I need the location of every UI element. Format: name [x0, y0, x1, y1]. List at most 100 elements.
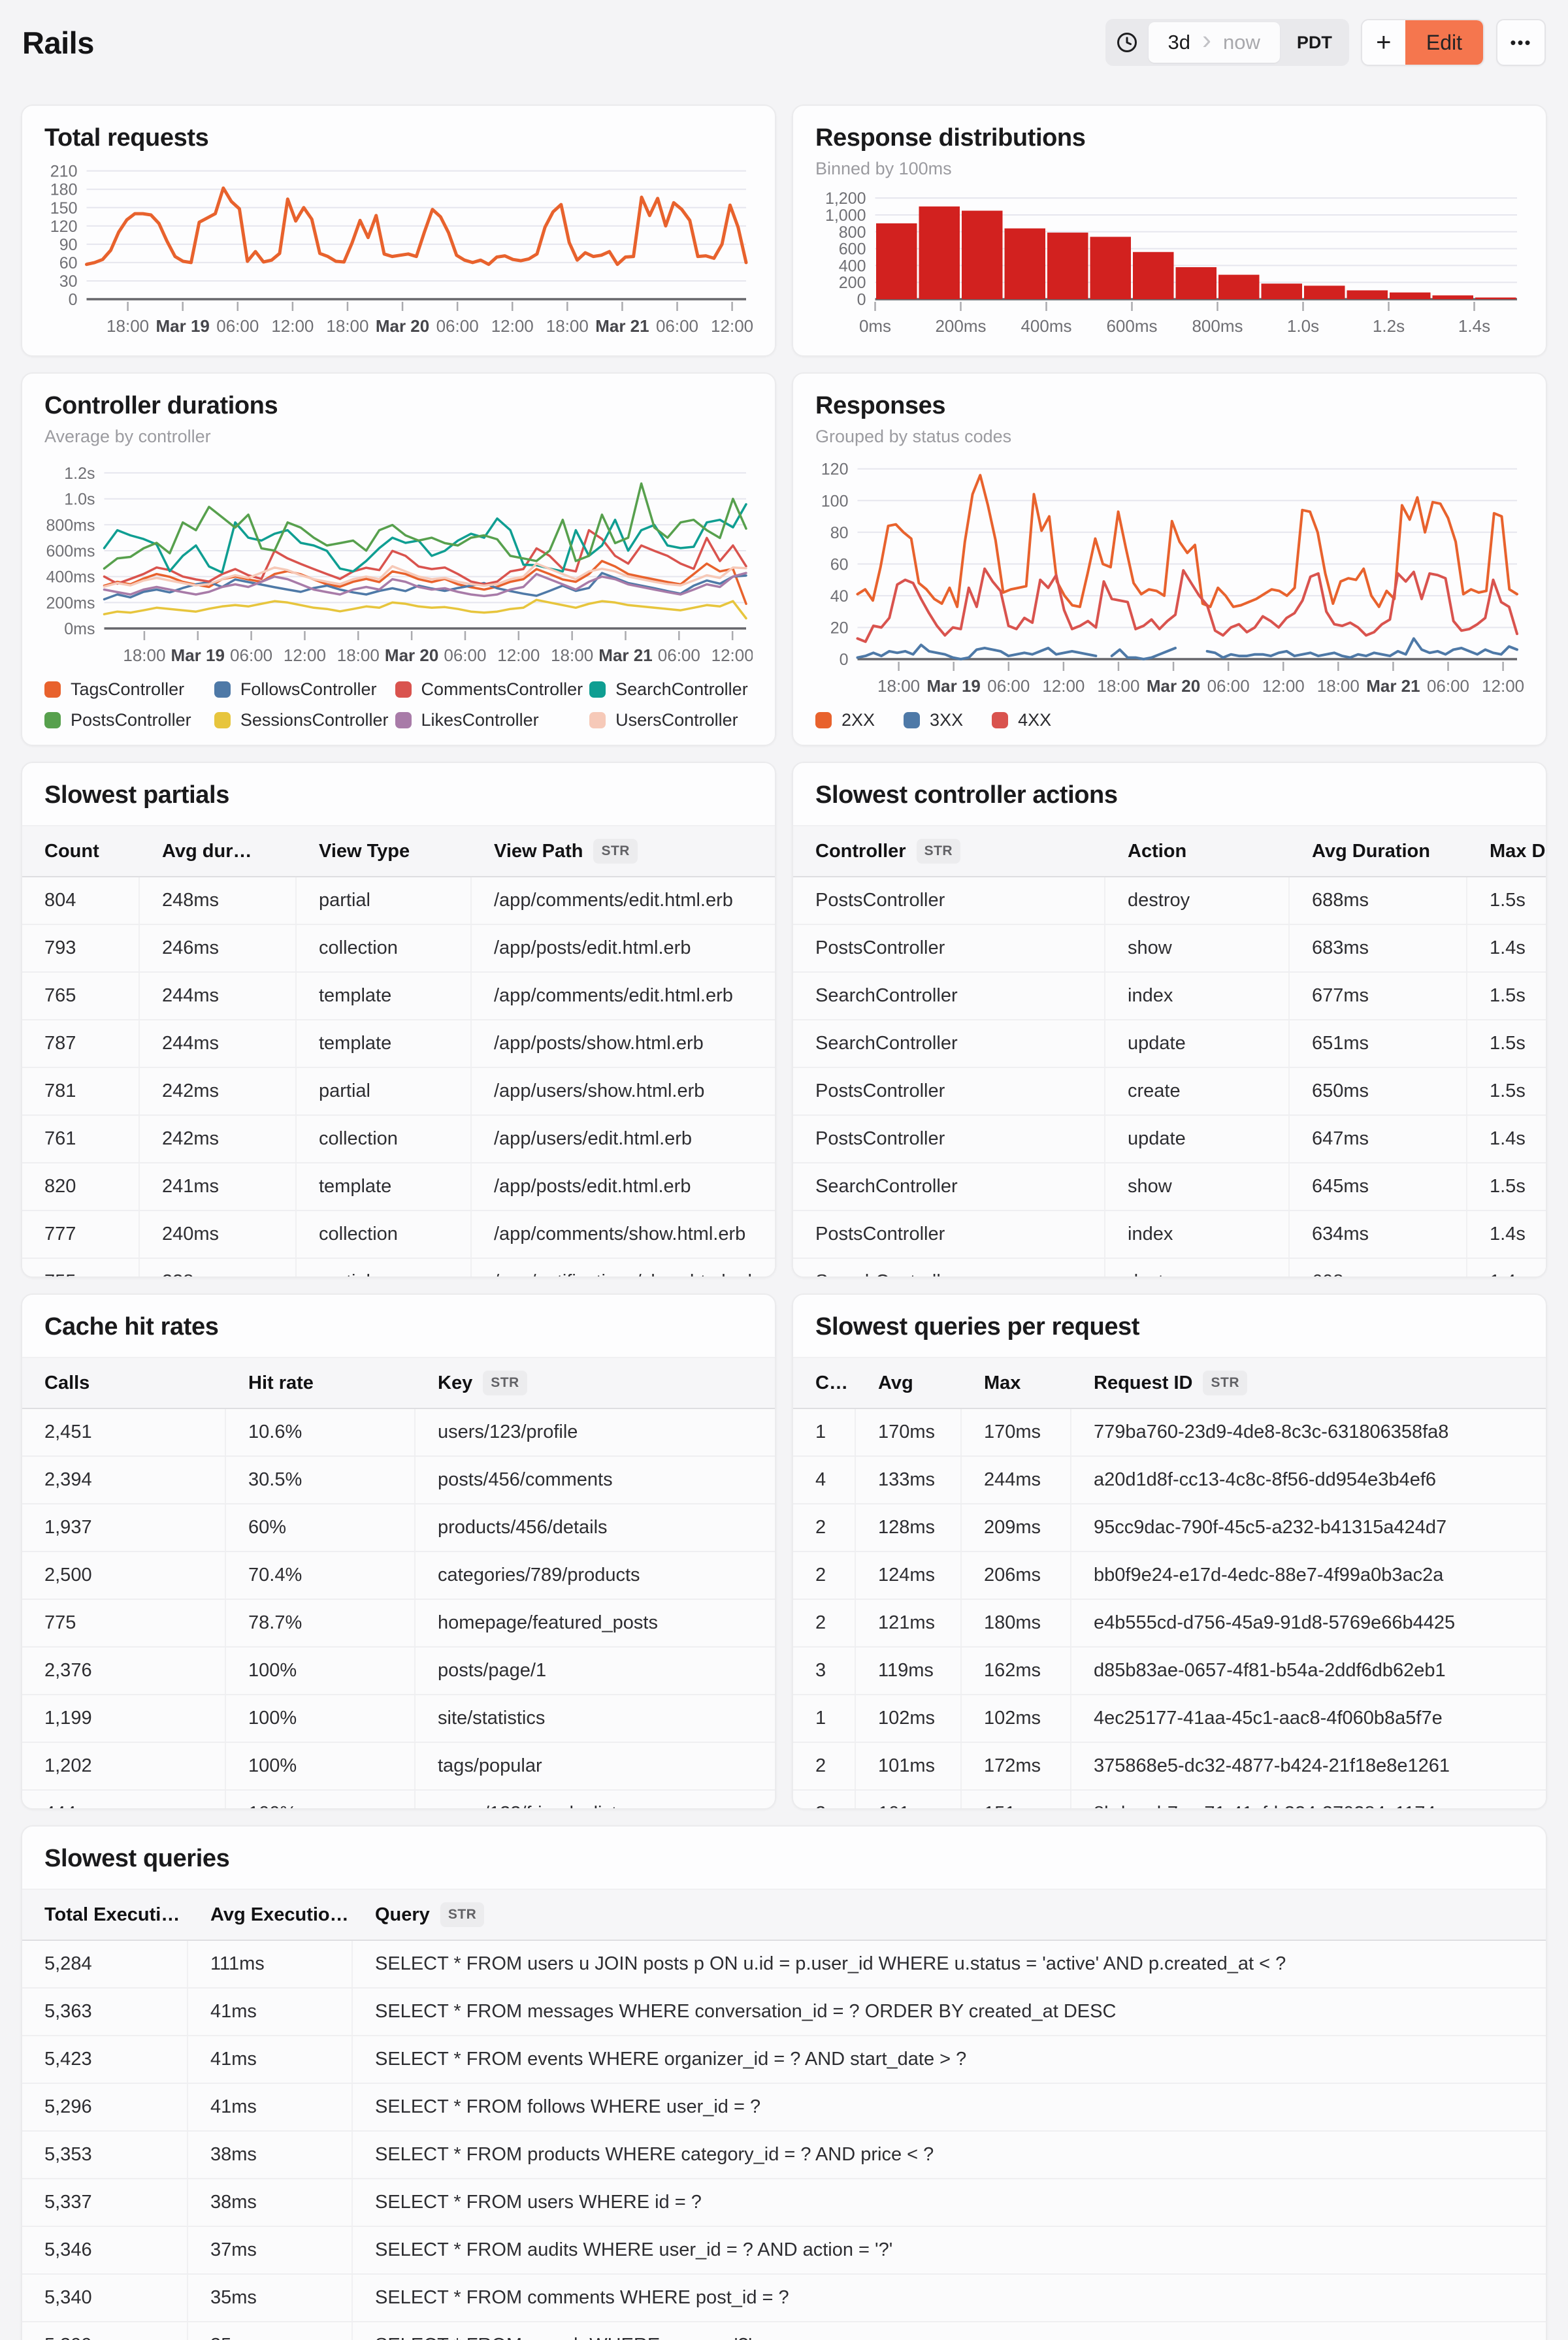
table-header-row: Calls Hit rate Key STR	[22, 1357, 775, 1409]
table-cell: 765	[22, 973, 140, 1019]
column-header: Key STR	[416, 1371, 775, 1395]
legend-swatch	[44, 681, 61, 698]
table-cell: 100%	[226, 1648, 416, 1694]
table-cell: 248ms	[140, 877, 297, 924]
slowest-controller-actions-card: Slowest controller actions Controller STR…	[792, 762, 1547, 1278]
table-cell: 2,451	[22, 1409, 226, 1455]
legend-item-CommentsController[interactable]: CommentsController	[395, 679, 583, 700]
legend-item-SessionsController[interactable]: SessionsController	[214, 710, 389, 730]
column-header: View Type	[319, 840, 410, 862]
responses-chart[interactable]: 0 20 40 60 80 100 120 18:00 Mar 19 06:00 12:00 18:0…	[815, 452, 1524, 701]
svg-text:400: 400	[839, 257, 866, 275]
column-header: Avg dur…	[162, 840, 252, 862]
svg-text:Mar 19: Mar 19	[926, 676, 980, 696]
table-cell: destroy	[1105, 877, 1290, 924]
table-row: 5,353 38ms SELECT * FROM products WHERE ca…	[22, 2132, 1546, 2179]
total-requests-chart[interactable]: 0 30 60 90 120 150 180 210 18:00 Mar 19 06:00 12:00…	[44, 157, 753, 341]
svg-text:150: 150	[50, 199, 78, 218]
table-cell: 1,937	[22, 1504, 226, 1551]
table-cell: /app/posts/show.html.erb	[494, 1033, 704, 1054]
table-cell: 100%	[226, 1695, 416, 1742]
table-cell: template	[297, 1020, 472, 1067]
table-row: 2 128ms 209ms 95cc9dac-790f-45c5-a232-b4131…	[793, 1504, 1546, 1552]
table-cell: 162ms	[962, 1648, 1071, 1694]
legend-item-TagsController[interactable]: TagsController	[44, 679, 208, 700]
column-header: C…	[815, 1372, 848, 1393]
table-cell: 2	[793, 1791, 856, 1808]
column-header: Avg Duration	[1312, 840, 1430, 862]
table-row: PostsController show 683ms 1.4s	[793, 925, 1546, 973]
card-title: Slowest partials	[44, 781, 229, 809]
table-cell: 677ms	[1290, 973, 1467, 1019]
svg-text:18:00: 18:00	[106, 316, 149, 336]
chevron-right-icon: ›	[1201, 24, 1211, 55]
table-cell: 647ms	[1290, 1116, 1467, 1162]
svg-text:0: 0	[840, 651, 849, 669]
table-row: 2,500 70.4% categories/789/products	[22, 1552, 775, 1600]
table-cell: 170ms	[856, 1409, 962, 1455]
svg-text:18:00: 18:00	[326, 316, 368, 336]
legend-item-SearchController[interactable]: SearchController	[589, 679, 753, 700]
table-cell: 688ms	[1290, 877, 1467, 924]
table-cell: users/123/friends_list	[416, 1791, 775, 1808]
legend-label: PostsController	[71, 710, 191, 730]
legend-item-UsersController[interactable]: UsersController	[589, 710, 753, 730]
column-header: View Path STR	[472, 839, 775, 864]
table-cell: 1	[793, 1409, 856, 1455]
svg-text:18:00: 18:00	[546, 316, 589, 336]
table-cell: 35ms	[188, 2275, 353, 2321]
table-row: 5,284 111ms SELECT * FROM users u JOIN pos…	[22, 1941, 1546, 1989]
table-row: SearchController index 677ms 1.5s	[793, 973, 1546, 1020]
time-range-picker[interactable]: 3d › now PDT	[1105, 19, 1349, 66]
table-cell: posts/456/comments	[438, 1469, 613, 1490]
svg-text:1.0s: 1.0s	[1287, 316, 1319, 336]
table-cell: 3	[793, 1648, 856, 1694]
table-cell: site/statistics	[438, 1708, 546, 1729]
legend-item-LikesController[interactable]: LikesController	[395, 710, 583, 730]
table-row: 2,376 100% posts/page/1	[22, 1648, 775, 1695]
column-header: Count	[44, 840, 99, 862]
table-cell: 1.4s	[1490, 937, 1526, 958]
table-body: 804 248ms partial/app/comments/edit.html.e…	[22, 877, 775, 1276]
table-cell: SELECT * FROM search WHERE query = '?'	[353, 2322, 1546, 2340]
table-row: 2101ms151ms8bdeaab7-ec71-41cf-b324-37028…	[793, 1791, 1546, 1808]
table-cell: 101ms	[856, 1791, 962, 1808]
column-header: Max Dur…	[1490, 840, 1546, 862]
legend-item-2XX[interactable]: 2XX	[815, 710, 875, 730]
legend-item-3XX[interactable]: 3XX	[904, 710, 963, 730]
svg-text:0ms: 0ms	[64, 620, 95, 638]
slowest-queries-per-request-card: Slowest queries per request C… Avg Max Requ…	[792, 1293, 1547, 1810]
table-row: 5,346 37ms SELECT * FROM audits WHERE user…	[22, 2227, 1546, 2275]
legend-item-FollowsController[interactable]: FollowsController	[214, 679, 389, 700]
time-range-value[interactable]: 3d › now	[1148, 22, 1280, 63]
timezone-button[interactable]: PDT	[1296, 32, 1332, 52]
card-title: Slowest queries	[44, 1845, 230, 1872]
table-cell: 5,346	[22, 2227, 188, 2273]
table-cell: users/123/profile	[438, 1422, 578, 1442]
table-cell: 95cc9dac-790f-45c5-a232-b41315a424d7	[1094, 1517, 1447, 1538]
table-cell: 180ms	[962, 1600, 1071, 1646]
legend-item-PostsController[interactable]: PostsController	[44, 710, 208, 730]
table-cell: 1,199	[22, 1695, 226, 1742]
table-cell: 41ms	[188, 1989, 353, 2035]
controller-durations-card: Controller durations Average by controll…	[21, 372, 776, 746]
table-row: 787 244ms template/app/posts/show.html.erb	[22, 1020, 775, 1068]
legend-item-4XX[interactable]: 4XX	[992, 710, 1051, 730]
table-cell: 779ba760-23d9-4de8-8c3c-631806358fa8	[1094, 1422, 1449, 1442]
controller-durations-chart[interactable]: 0ms 200ms 400ms 600ms 800ms 1.0s 1.2s 18:00 Mar …	[44, 452, 753, 670]
add-button[interactable]: +	[1362, 20, 1405, 65]
table-cell: /app/posts/edit.html.erb	[494, 1176, 691, 1197]
response-distributions-chart[interactable]: 0 200 400 600 800 1,000 1,200 0ms 200ms 400ms 600m…	[815, 184, 1524, 341]
legend-swatch	[589, 681, 606, 698]
legend-swatch	[815, 712, 832, 728]
responses-card: Responses Grouped by status codes 0 20 40 6…	[792, 372, 1547, 746]
svg-text:18:00: 18:00	[551, 645, 593, 665]
table-row: 1 102ms 102ms 4ec25177-41aa-45c1-aac8-4f060…	[793, 1695, 1546, 1743]
table-row: 5,363 41ms SELECT * FROM messages WHERE co…	[22, 1989, 1546, 2036]
table-cell: /app/comments/edit.html.erb	[494, 890, 733, 911]
more-menu-button[interactable]: •••	[1496, 19, 1546, 66]
column-header: Total Executi…	[44, 1904, 180, 1925]
edit-button[interactable]: Edit	[1405, 20, 1483, 65]
table-cell: 30.5%	[226, 1457, 416, 1503]
legend-label: CommentsController	[421, 679, 583, 699]
